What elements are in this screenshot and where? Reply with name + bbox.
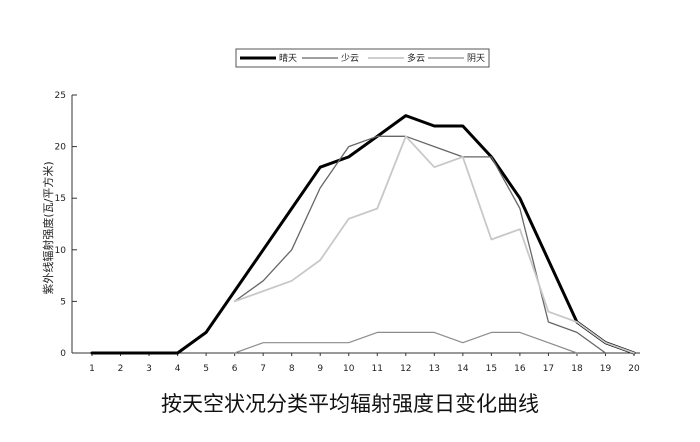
x-tick-label: 3 bbox=[146, 364, 152, 374]
y-tick-label: 5 bbox=[60, 297, 66, 307]
legend-label-4: 阴天 bbox=[467, 53, 485, 64]
chart-caption: 按天空状况分类平均辐射强度日变化曲线 bbox=[161, 392, 539, 416]
series-layer bbox=[90, 114, 636, 355]
x-tick-label: 15 bbox=[486, 364, 497, 374]
series-line-2 bbox=[233, 135, 607, 354]
y-tick-label: 25 bbox=[55, 91, 66, 101]
x-tick-label: 1 bbox=[89, 364, 95, 374]
y-tick-label: 0 bbox=[60, 349, 66, 359]
legend-label-1: 晴天 bbox=[279, 52, 297, 64]
x-tick-label: 6 bbox=[232, 364, 238, 374]
x-tick-label: 11 bbox=[372, 364, 383, 374]
x-tick-label: 2 bbox=[118, 364, 124, 374]
y-tick-label: 15 bbox=[55, 194, 66, 204]
x-tick-label: 12 bbox=[400, 364, 411, 374]
y-axis-label: 紫外线辐射强度(瓦/平方米) bbox=[41, 161, 55, 294]
x-tick-label: 5 bbox=[203, 364, 209, 374]
legend-box bbox=[235, 48, 490, 68]
legend-label-3: 多云 bbox=[407, 52, 425, 64]
x-tick-label: 13 bbox=[429, 364, 440, 374]
x-tick-label: 8 bbox=[289, 364, 295, 374]
x-tick-label: 7 bbox=[260, 364, 266, 374]
x-tick-label: 9 bbox=[317, 364, 323, 374]
x-tick-label: 19 bbox=[600, 364, 612, 374]
y-tick-label: 20 bbox=[55, 143, 67, 153]
y-tick-label: 10 bbox=[55, 246, 67, 256]
legend-label-2: 少云 bbox=[341, 53, 359, 64]
x-tick-label: 18 bbox=[571, 364, 583, 374]
x-tick-label: 16 bbox=[514, 364, 526, 374]
x-tick-label: 17 bbox=[543, 364, 554, 374]
legend: 晴天 少云 多云 阴天 bbox=[235, 48, 490, 68]
x-tick-label: 20 bbox=[628, 364, 640, 374]
series-line-1 bbox=[90, 114, 636, 355]
series-line-3 bbox=[233, 135, 635, 354]
series-line-4 bbox=[234, 331, 578, 354]
x-tick-label: 10 bbox=[343, 364, 355, 374]
x-tick-label: 14 bbox=[457, 364, 469, 374]
x-tick-label: 4 bbox=[175, 364, 181, 374]
